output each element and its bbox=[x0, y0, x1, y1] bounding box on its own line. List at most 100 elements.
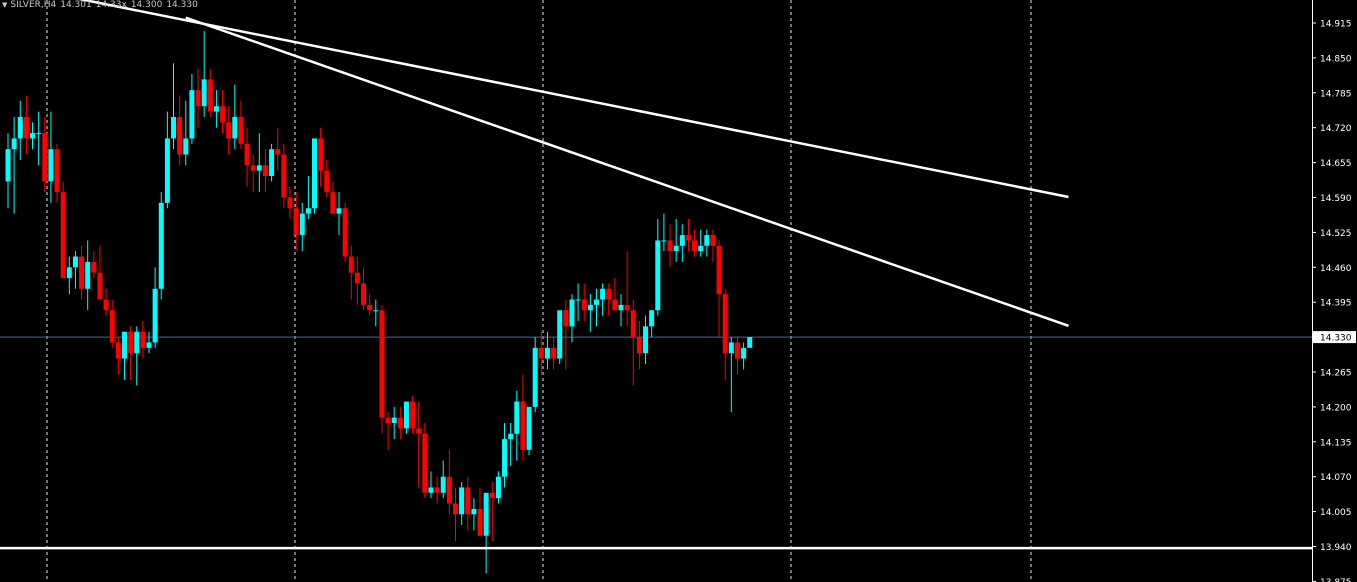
candle bbox=[91, 251, 97, 279]
candle bbox=[422, 423, 428, 499]
candle-body bbox=[667, 240, 673, 252]
candle-body bbox=[189, 90, 195, 139]
candle-body bbox=[747, 337, 753, 348]
axis-tick-label: 14.785 bbox=[1320, 89, 1352, 99]
candle-body bbox=[183, 138, 189, 155]
candle bbox=[434, 476, 440, 504]
candle-body bbox=[158, 202, 164, 289]
candle-body bbox=[72, 256, 78, 268]
candle-body bbox=[698, 245, 704, 252]
collapse-triangle-icon[interactable]: ▼ bbox=[2, 1, 8, 9]
candle bbox=[698, 229, 704, 257]
candle-body bbox=[440, 476, 446, 493]
candle-body bbox=[661, 240, 667, 242]
candle bbox=[655, 218, 661, 316]
candle bbox=[716, 240, 722, 338]
candle bbox=[618, 294, 624, 327]
candle-body bbox=[177, 116, 183, 155]
candle bbox=[569, 294, 575, 343]
candle-body bbox=[115, 342, 121, 359]
candle-body bbox=[532, 347, 538, 407]
candle bbox=[465, 476, 471, 531]
candle bbox=[336, 192, 342, 236]
candle-body bbox=[91, 261, 97, 273]
candle-body bbox=[281, 154, 287, 198]
close-value: 14.330 bbox=[166, 0, 198, 10]
candle-body bbox=[207, 79, 213, 112]
candle-body bbox=[146, 342, 152, 348]
candle bbox=[11, 116, 17, 214]
candle bbox=[152, 267, 158, 348]
axis-tick-label: 14.200 bbox=[1320, 403, 1352, 413]
candle-body bbox=[502, 439, 508, 477]
candle bbox=[121, 331, 127, 381]
candle-body bbox=[428, 487, 434, 493]
candle bbox=[164, 111, 170, 209]
candle bbox=[146, 331, 152, 354]
candle bbox=[452, 487, 458, 542]
candle bbox=[483, 492, 489, 574]
candle bbox=[269, 143, 275, 182]
candle-body bbox=[232, 116, 238, 139]
candle bbox=[489, 482, 495, 542]
low-value: 14.300 bbox=[130, 0, 163, 10]
candle bbox=[593, 288, 599, 327]
candle bbox=[189, 74, 195, 144]
candle-body bbox=[11, 138, 17, 150]
candle-body bbox=[312, 138, 317, 209]
candle-body bbox=[495, 476, 501, 499]
candle bbox=[606, 283, 612, 316]
candle-body bbox=[17, 116, 23, 139]
candle bbox=[649, 310, 655, 338]
candle bbox=[508, 423, 514, 466]
candle-body bbox=[477, 508, 483, 536]
candle-body bbox=[213, 106, 219, 112]
candle-body bbox=[587, 304, 593, 311]
candle-body bbox=[612, 299, 618, 311]
candle-body bbox=[593, 299, 599, 305]
candle-body bbox=[422, 433, 428, 493]
candle-body bbox=[722, 294, 728, 354]
candle-body bbox=[551, 347, 557, 359]
candle bbox=[244, 127, 250, 187]
candle bbox=[299, 202, 305, 252]
candle-body bbox=[434, 487, 440, 493]
candle-body bbox=[679, 235, 685, 246]
candle-body bbox=[36, 133, 42, 135]
candle bbox=[741, 342, 747, 370]
candle bbox=[109, 299, 115, 348]
candle-body bbox=[269, 149, 275, 177]
candle-body bbox=[465, 487, 471, 515]
trendlines[interactable] bbox=[39, 0, 1069, 328]
candle-body bbox=[97, 272, 103, 300]
symbol-header: ▼ SILVER,H4 14.301 14.33x 14.300 14.330 bbox=[2, 0, 202, 10]
trendline[interactable] bbox=[185, 16, 1069, 328]
candle-body bbox=[403, 401, 409, 429]
candle bbox=[440, 460, 446, 499]
candle bbox=[134, 326, 140, 386]
candle bbox=[643, 315, 649, 364]
candle bbox=[79, 245, 85, 300]
candle bbox=[5, 133, 11, 209]
candle-body bbox=[569, 299, 575, 327]
candle bbox=[526, 406, 532, 456]
axis-tick-label: 14.395 bbox=[1320, 299, 1352, 309]
candle-body bbox=[23, 116, 29, 139]
candle bbox=[140, 320, 146, 359]
candle bbox=[379, 304, 385, 434]
candle bbox=[747, 337, 753, 348]
candle bbox=[710, 229, 716, 262]
candle bbox=[54, 143, 60, 203]
candle bbox=[128, 326, 134, 381]
candle bbox=[36, 111, 42, 166]
candle bbox=[373, 299, 379, 327]
candle-body bbox=[299, 213, 305, 236]
candle-body bbox=[385, 417, 391, 424]
candle-body bbox=[109, 310, 115, 343]
candle-body bbox=[624, 304, 630, 311]
candle bbox=[477, 487, 483, 536]
candle-body bbox=[85, 261, 91, 289]
candle-body bbox=[287, 197, 293, 209]
candle bbox=[287, 186, 293, 219]
